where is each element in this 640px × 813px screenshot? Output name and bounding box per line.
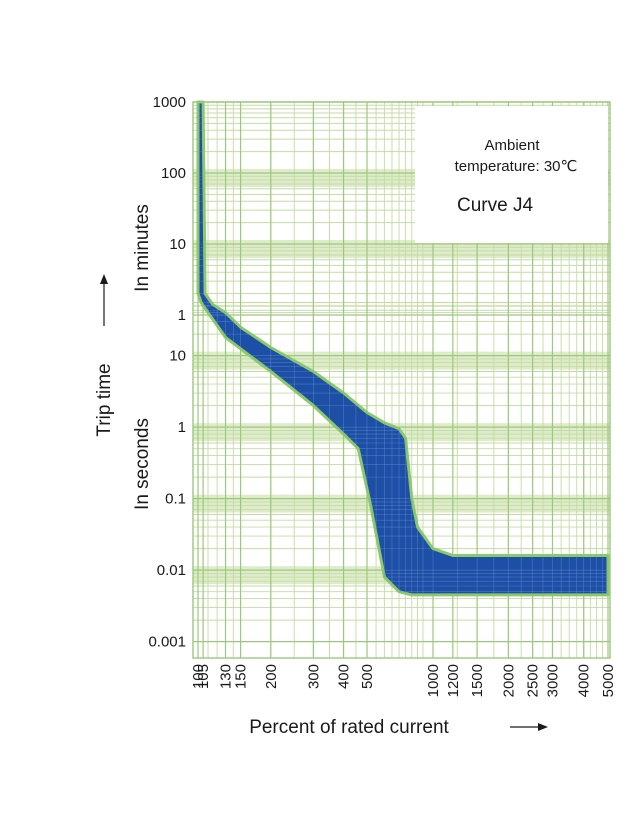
y-tick-label: 1 (178, 419, 186, 436)
x-tick-label: 500 (359, 664, 376, 689)
x-tick-label: 2500 (525, 664, 542, 697)
plot-border (192, 101, 611, 659)
x-tick-label: 2000 (500, 664, 517, 697)
y-tick-label: 10 (169, 348, 186, 365)
x-tick-label: 300 (305, 664, 322, 689)
annotation-box (415, 106, 608, 243)
x-tick-label: 100 (190, 664, 207, 689)
y-axis-label-minutes: In minutes (132, 204, 153, 292)
y-axis-arrow (100, 274, 108, 326)
x-tick-label: 200 (263, 664, 280, 689)
x-axis-arrow (510, 723, 548, 731)
y-tick-label: 0.01 (157, 562, 186, 579)
x-tick-label: 1000 (425, 664, 442, 697)
annotation-line-2: temperature: 30℃ (455, 158, 578, 175)
annotation-line-1: Ambient (484, 137, 540, 154)
y-tick-label: 10 (169, 236, 186, 253)
x-tick-label: 105 (195, 664, 212, 689)
curve-title: Curve J4 (457, 195, 533, 216)
x-tick-label: 5000 (600, 664, 617, 697)
x-tick-label: 150 (233, 664, 250, 689)
y-tick-label: 1 (178, 307, 186, 324)
x-tick-label: 4000 (576, 664, 593, 697)
y-tick-label: 0.1 (165, 491, 186, 508)
x-tick-label: 1500 (469, 664, 486, 697)
y-tick-label: 100 (161, 165, 186, 182)
y-axis-label-seconds: In seconds (132, 418, 153, 510)
x-tick-label: 400 (336, 664, 353, 689)
x-axis-label: Percent of rated current (249, 717, 449, 738)
x-tick-label: 130 (218, 664, 235, 689)
trip-curve-band (196, 100, 610, 597)
x-tick-label: 3000 (545, 664, 562, 697)
y-tick-label: 0.001 (148, 634, 186, 651)
x-tick-label: 1200 (445, 664, 462, 697)
y-axis-label-main: Trip time (94, 363, 115, 436)
y-tick-label: 1000 (153, 94, 186, 111)
